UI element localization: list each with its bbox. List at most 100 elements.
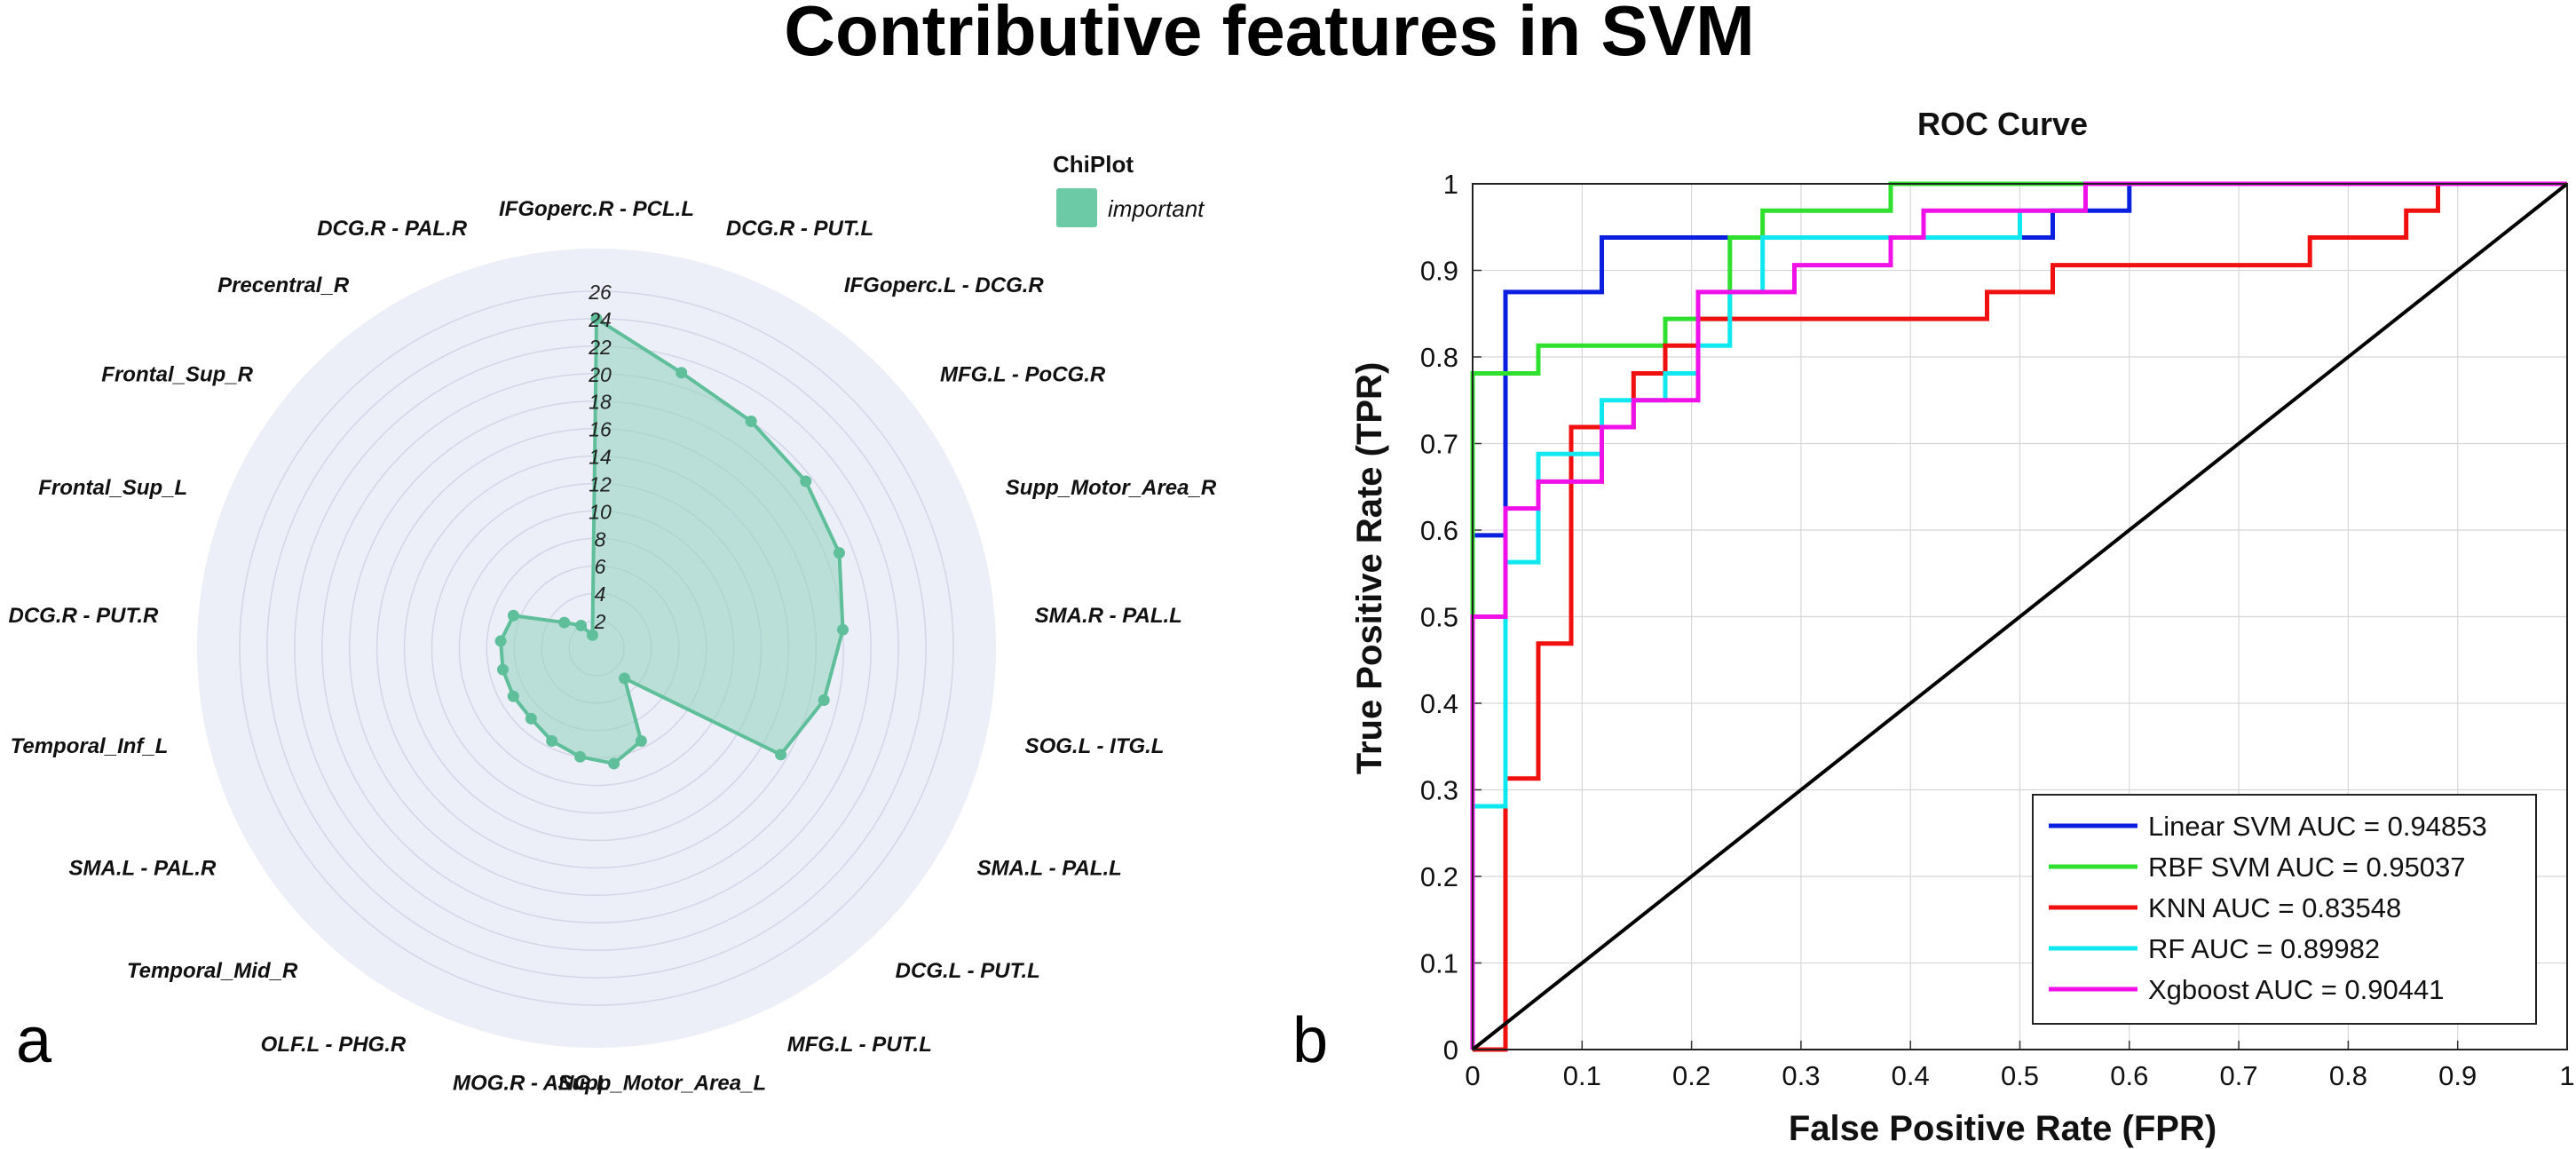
- radar-radial-tick: 22: [588, 336, 612, 359]
- radar-data-point: [745, 416, 757, 428]
- radar-data-point: [507, 609, 519, 622]
- radar-category-label: Supp_Motor_Area_L: [557, 1071, 766, 1095]
- roc-legend: Linear SVM AUC = 0.94853 RBF SVM AUC = 0.…: [2032, 794, 2537, 1025]
- roc-x-tick-label: 0.8: [2329, 1060, 2367, 1091]
- roc-x-tick-label: 0.4: [1892, 1060, 1930, 1091]
- radar-category-label: DCG.R - PUT.L: [726, 217, 873, 241]
- roc-curve-xgboost: [1470, 181, 2567, 1050]
- roc-y-tick-label: 0.6: [1420, 515, 1458, 546]
- radar-radial-tick: 24: [588, 308, 612, 331]
- radar-data-point: [775, 749, 787, 761]
- radar-data-point: [525, 712, 537, 725]
- radar-data-point: [590, 313, 603, 325]
- radar-category-label: DCG.L - PUT.L: [896, 959, 1040, 983]
- roc-legend-label: KNN AUC = 0.83548: [2148, 892, 2401, 923]
- radar-data-point: [546, 734, 558, 747]
- radar-series-area: [499, 316, 845, 765]
- radar-data-point: [507, 690, 519, 702]
- radar-data-point: [608, 757, 620, 770]
- radar-category-label: Frontal_Sup_R: [101, 362, 253, 386]
- panel-letter-b: b: [1292, 1005, 1328, 1076]
- roc-chart: ROC Curve False Positive Rate (FPR) True…: [1350, 106, 2575, 1148]
- radar-radial-tick: 8: [595, 527, 606, 551]
- radar-radial-tick: 18: [589, 391, 612, 414]
- radar-radial-tick: 4: [595, 582, 606, 606]
- roc-y-tick-label: 0.9: [1420, 256, 1458, 287]
- radar-category-label: MFG.L - PUT.L: [787, 1033, 932, 1057]
- radar-radial-tick: 26: [588, 281, 612, 304]
- radar-data-point: [558, 616, 571, 629]
- radar-data-point: [619, 672, 631, 685]
- radar-grid-ring: [239, 290, 954, 1006]
- radar-data-point: [833, 547, 845, 559]
- roc-y-tick-label: 0.1: [1420, 948, 1458, 979]
- roc-x-axis-label: False Positive Rate (FPR): [1789, 1109, 2216, 1148]
- radar-legend: ChiPlot important: [1053, 151, 1205, 227]
- roc-y-tick-label: 0.8: [1420, 342, 1458, 373]
- roc-y-tick-label: 0.4: [1420, 688, 1458, 719]
- radar-data-point: [575, 619, 588, 631]
- roc-legend-label: Xgboost AUC = 0.90441: [2148, 974, 2445, 1005]
- roc-y-tick-label: 0.3: [1420, 775, 1458, 806]
- radar-category-label: Supp_Motor_Area_R: [1006, 476, 1217, 500]
- roc-legend-label: Linear SVM AUC = 0.94853: [2148, 811, 2487, 842]
- radar-category-label: SMA.R - PAL.L: [1035, 604, 1182, 628]
- radar-category-label: Frontal_Sup_L: [38, 476, 187, 500]
- radar-data-point: [586, 629, 598, 641]
- roc-x-tick-label: 0.7: [2220, 1060, 2258, 1091]
- roc-title: ROC Curve: [1917, 106, 2088, 142]
- roc-plot-frame: [1472, 183, 2568, 1050]
- roc-y-tick-label: 0.5: [1420, 602, 1458, 633]
- roc-legend-label: RBF SVM AUC = 0.95037: [2148, 852, 2466, 883]
- radar-data-point: [496, 663, 509, 676]
- panel-letter-a: a: [16, 1005, 52, 1076]
- roc-y-tick-label: 0.2: [1420, 861, 1458, 892]
- radar-data-point: [818, 693, 830, 706]
- radar-category-label: SOG.L - ITG.L: [1025, 734, 1165, 758]
- radar-category-label: IFGoperc.L - DCG.R: [844, 273, 1045, 297]
- radar-radial-tick: 14: [589, 446, 612, 469]
- roc-x-tick-label: 0.1: [1563, 1060, 1601, 1091]
- roc-y-tick-label: 0.7: [1420, 429, 1458, 460]
- roc-x-tick-label: 0.9: [2438, 1060, 2477, 1091]
- radar-radial-tick: 2: [594, 610, 606, 633]
- radar-category-label: Precentral_R: [217, 273, 350, 297]
- radar-radial-tick: 16: [589, 418, 612, 441]
- roc-curve-chance: [1471, 182, 2569, 1051]
- roc-x-tick-label: 0.6: [2110, 1060, 2148, 1091]
- radar-category-label: DCG.R - PAL.R: [317, 217, 468, 241]
- radar-category-label: SMA.L - PAL.R: [69, 857, 217, 881]
- roc-x-tick-label: 0: [1465, 1060, 1480, 1091]
- radar-data-point: [837, 623, 849, 636]
- radar-category-label: IFGoperc.R - PCL.L: [499, 197, 694, 221]
- roc-x-tick-label: 1: [2559, 1060, 2574, 1091]
- roc-grid: [1473, 184, 2567, 1050]
- radar-radial-tick: 10: [589, 500, 612, 523]
- radar-category-label: OLF.L - PHG.R: [261, 1033, 407, 1057]
- roc-y-tick-label: 0: [1443, 1034, 1458, 1066]
- radar-category-label: MOG.R - ANG.L: [453, 1071, 609, 1095]
- radar-category-label: SMA.L - PAL.L: [977, 857, 1122, 881]
- radar-category-label: Temporal_Inf_L: [11, 734, 169, 758]
- radar-category-label: Temporal_Mid_R: [127, 959, 298, 983]
- roc-x-tick-label: 0.3: [1782, 1060, 1820, 1091]
- radar-legend-swatch: [1056, 188, 1097, 227]
- radar-data-point: [574, 750, 587, 763]
- radar-data-point: [676, 367, 688, 379]
- radar-radial-tick: 12: [589, 472, 612, 495]
- roc-y-tick-label: 1: [1443, 169, 1458, 200]
- radar-radial-tick: 6: [595, 555, 606, 578]
- radar-legend-title: ChiPlot: [1053, 151, 1134, 178]
- roc-x-tick-label: 0.5: [2001, 1060, 2039, 1091]
- radar-data-point: [800, 475, 812, 487]
- radar-category-label: DCG.R - PUT.R: [8, 604, 159, 628]
- roc-legend-label: RF AUC = 0.89982: [2148, 933, 2380, 964]
- radar-data-point: [635, 734, 647, 747]
- roc-y-axis-label: True Positive Rate (TPR): [1350, 362, 1389, 775]
- radar-category-label: MFG.L - PoCG.R: [940, 362, 1106, 386]
- figure-title: Contributive features in SVM: [784, 0, 1754, 70]
- radar-data-point: [494, 635, 507, 647]
- roc-x-tick-label: 0.2: [1672, 1060, 1711, 1091]
